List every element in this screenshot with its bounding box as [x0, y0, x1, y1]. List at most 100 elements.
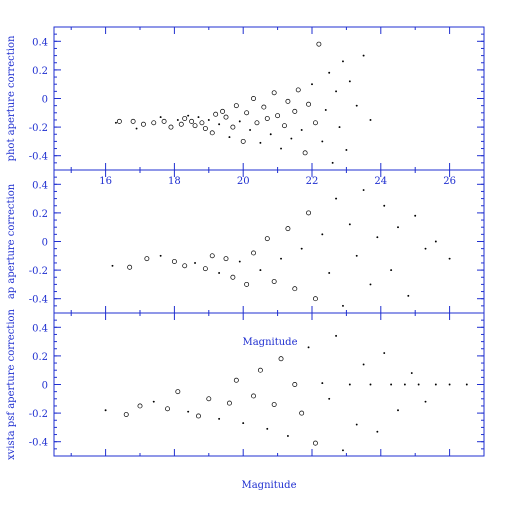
data-point	[244, 281, 250, 287]
data-point	[244, 110, 250, 116]
data-point	[280, 257, 282, 260]
data-point	[335, 334, 338, 337]
data-point	[306, 101, 312, 107]
data-point	[376, 430, 379, 433]
y-tick-label: 0.4	[32, 37, 48, 48]
data-point	[355, 423, 358, 426]
data-point	[286, 435, 289, 437]
data-point	[424, 400, 427, 403]
data-point	[342, 449, 344, 452]
data-point	[321, 140, 324, 143]
data-point	[328, 71, 331, 74]
data-point	[338, 126, 341, 129]
y-tick-label: -0.4	[29, 295, 48, 306]
x-tick-label: 22	[306, 176, 319, 187]
data-point	[397, 226, 399, 229]
data-point	[197, 116, 200, 119]
data-point	[448, 383, 451, 386]
data-point	[397, 409, 399, 412]
data-point	[165, 406, 170, 412]
data-point	[278, 356, 284, 362]
y-tick-label: 0.2	[32, 209, 48, 220]
x-tick-label: 20	[237, 176, 250, 187]
data-point	[328, 397, 331, 400]
data-point	[233, 103, 239, 109]
data-point	[238, 260, 241, 263]
data-point	[312, 296, 318, 302]
overlay-label: Magnitude	[242, 337, 297, 348]
y-tick-label: 0	[42, 95, 48, 106]
data-point	[209, 253, 215, 259]
data-point	[362, 54, 365, 57]
data-point	[410, 372, 413, 375]
data-point	[362, 363, 365, 366]
data-point	[220, 108, 226, 114]
data-point	[390, 269, 393, 272]
data-point	[271, 90, 277, 96]
data-point	[175, 389, 181, 395]
y-tick-label: 0.4	[32, 180, 48, 191]
data-point	[355, 104, 358, 107]
data-point	[376, 236, 379, 239]
data-point	[104, 409, 107, 412]
x-tick-label: 24	[374, 176, 387, 187]
data-point	[271, 402, 277, 407]
data-point	[369, 383, 372, 386]
data-point	[290, 137, 293, 140]
data-point	[383, 352, 386, 354]
data-point	[137, 403, 143, 409]
data-point	[264, 236, 270, 242]
x-tick-label: 16	[99, 176, 112, 187]
data-point	[348, 223, 351, 226]
data-point	[275, 113, 281, 119]
data-point	[335, 197, 338, 200]
data-point	[206, 396, 212, 402]
data-point	[348, 80, 351, 83]
data-point	[271, 279, 277, 284]
y-tick-label: -0.2	[29, 409, 48, 420]
x-tick-label: 26	[443, 176, 456, 187]
data-point	[266, 427, 269, 430]
data-point	[223, 256, 229, 262]
panel-frame	[53, 169, 485, 314]
data-point	[249, 129, 252, 131]
data-point	[130, 118, 136, 124]
data-point	[324, 108, 327, 111]
data-point	[127, 264, 133, 270]
data-point	[257, 367, 263, 373]
data-point	[299, 410, 305, 416]
data-point	[292, 286, 298, 292]
data-point	[194, 262, 196, 264]
data-point	[417, 383, 420, 386]
data-point	[282, 123, 287, 129]
data-point	[251, 393, 256, 399]
data-point	[151, 120, 157, 126]
data-point	[300, 247, 303, 250]
y-tick-label: -0.2	[29, 123, 48, 134]
data-point	[168, 124, 174, 130]
data-point	[218, 272, 221, 274]
data-point	[135, 127, 138, 130]
data-point	[321, 233, 324, 236]
data-point	[312, 440, 318, 446]
panel-top: 0.4 0.2 0 -0.2 -0.4 16 18 20 22 24 26 phot aperture…	[6, 26, 485, 187]
data-point	[369, 119, 372, 121]
data-point	[161, 118, 167, 124]
data-point	[140, 121, 146, 127]
data-point	[345, 149, 348, 151]
y-tick-label: 0.4	[32, 323, 48, 334]
data-point	[261, 104, 267, 110]
data-point	[269, 133, 272, 136]
data-point	[207, 119, 210, 121]
data-point	[251, 96, 256, 101]
data-point	[383, 204, 386, 207]
data-point	[259, 269, 262, 272]
data-point	[292, 382, 298, 387]
data-point	[213, 111, 219, 117]
y-tick-label: -0.2	[29, 266, 48, 277]
data-point	[302, 150, 308, 156]
data-point	[196, 413, 201, 419]
data-point	[238, 120, 241, 123]
data-point	[202, 266, 208, 272]
